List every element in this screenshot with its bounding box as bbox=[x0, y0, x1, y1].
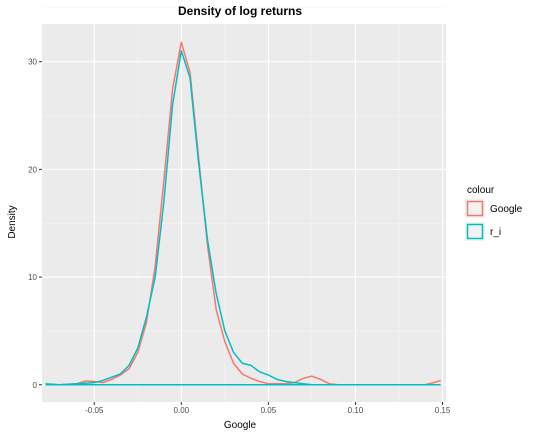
legend-label-r-i: r_i bbox=[490, 227, 501, 238]
x-tick-label: 0.10 bbox=[348, 406, 364, 415]
x-axis: -0.05 0.00 0.05 0.10 0.15 bbox=[85, 402, 451, 415]
x-tick-label: -0.05 bbox=[85, 406, 104, 415]
x-axis-title: Google bbox=[224, 420, 257, 431]
x-tick-label: 0.00 bbox=[174, 406, 190, 415]
x-tick-label: 0.05 bbox=[261, 406, 277, 415]
series-r-i-line bbox=[45, 50, 321, 386]
plot-panel bbox=[42, 24, 446, 402]
y-axis-title: Density bbox=[7, 205, 18, 238]
legend-key-r-i bbox=[466, 223, 484, 240]
legend: colour Google r_i bbox=[465, 185, 523, 241]
y-tick-label: 30 bbox=[28, 58, 37, 67]
y-axis: 0 10 20 30 bbox=[28, 58, 42, 390]
legend-label-google: Google bbox=[490, 204, 523, 215]
legend-key-r-i-bg bbox=[465, 222, 485, 241]
y-tick-label: 20 bbox=[28, 165, 37, 174]
series-google-line bbox=[45, 41, 442, 386]
y-tick-label: 0 bbox=[33, 381, 38, 390]
y-tick-label: 10 bbox=[28, 273, 37, 282]
grid-minor bbox=[42, 7, 446, 402]
x-tick-label: 0.15 bbox=[435, 406, 451, 415]
legend-items: Google r_i bbox=[465, 199, 523, 241]
chart-title: Density of log returns bbox=[178, 4, 302, 18]
legend-key-google-bg bbox=[465, 199, 485, 218]
legend-title: colour bbox=[467, 185, 495, 196]
series-layer bbox=[45, 41, 442, 386]
legend-key-google bbox=[466, 200, 484, 217]
